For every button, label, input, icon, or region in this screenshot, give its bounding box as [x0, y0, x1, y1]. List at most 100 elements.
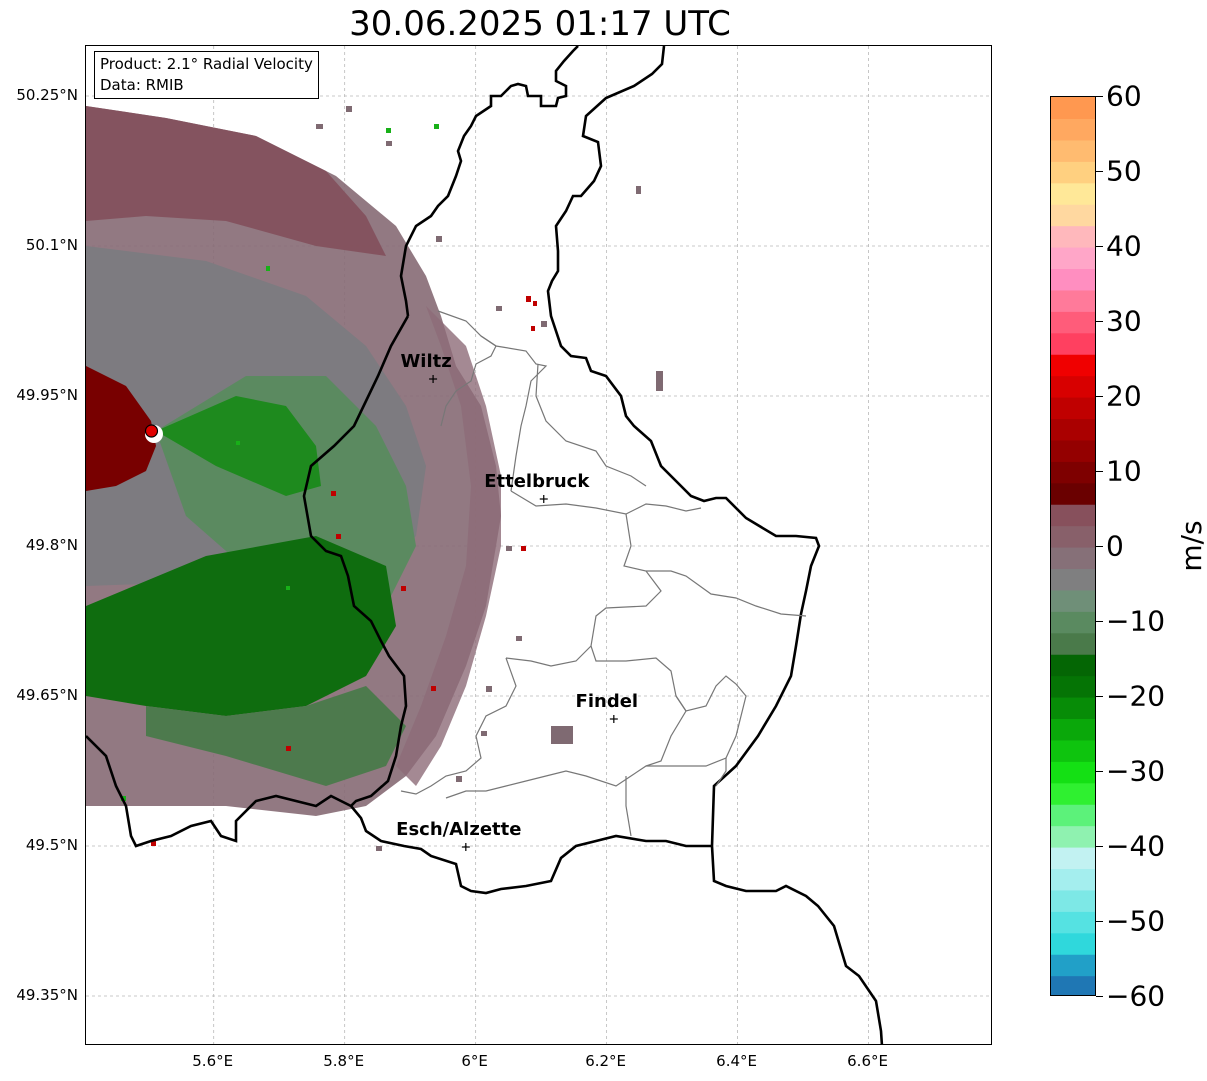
colorbar-tick-mark [1096, 246, 1103, 247]
colorbar-segment [1051, 611, 1095, 634]
city-label: Esch/Alzette [396, 819, 522, 840]
lat-tick-label: 50.25°N [16, 86, 78, 104]
radar-site-marker[interactable] [144, 424, 159, 438]
lon-tick-label: 6.4°E [716, 1052, 758, 1070]
canton-borders [400, 310, 807, 837]
colorbar-tick-mark [1096, 471, 1103, 472]
city-label: Findel [575, 691, 639, 712]
colorbar-segment [1051, 547, 1095, 570]
colorbar-tick-mark [1096, 546, 1103, 547]
colorbar-tick-mark [1096, 921, 1103, 922]
colorbar-segment [1051, 589, 1095, 612]
colorbar-segment [1051, 911, 1095, 934]
colorbar-segment [1051, 825, 1095, 848]
colorbar-segment [1051, 439, 1095, 462]
colorbar-tick-label: 10 [1106, 454, 1142, 488]
data-source-label: Data: RMIB [100, 76, 184, 94]
city-label: Ettelbruck [484, 471, 590, 492]
radar-map-canvas [86, 46, 991, 1044]
colorbar-tick-label: −40 [1106, 829, 1166, 863]
colorbar-unit-label: m/s [1175, 520, 1207, 572]
lat-tick-label: 50.1°N [25, 236, 78, 254]
colorbar-segment [1051, 354, 1095, 377]
colorbar-segment [1051, 954, 1095, 977]
colorbar-tick-label: 40 [1106, 229, 1142, 263]
colorbar-segment [1051, 847, 1095, 870]
colorbar-segment [1051, 782, 1095, 805]
colorbar-tick-label: 30 [1106, 304, 1142, 338]
colorbar-segment [1051, 739, 1095, 762]
colorbar-segment [1051, 182, 1095, 205]
echo-west-maroon [86, 366, 156, 491]
colorbar-tick-mark [1096, 321, 1103, 322]
colorbar-segment [1051, 804, 1095, 827]
colorbar-tick-label: 50 [1106, 154, 1142, 188]
velocity-colorbar [1050, 96, 1096, 996]
colorbar-segment [1051, 525, 1095, 548]
country-border-west [302, 315, 712, 895]
colorbar-tick-mark [1096, 396, 1103, 397]
colorbar-tick-mark [1096, 996, 1103, 997]
colorbar-segment [1051, 975, 1095, 995]
colorbar-tick-label: −50 [1106, 904, 1166, 938]
colorbar-gradient [1051, 97, 1095, 995]
colorbar-segment [1051, 482, 1095, 505]
colorbar-segment [1051, 139, 1095, 162]
colorbar-tick-mark [1096, 696, 1103, 697]
map-title: 30.06.2025 01:17 UTC [349, 4, 731, 44]
colorbar-segment [1051, 675, 1095, 698]
echo-south-green [86, 536, 396, 716]
colorbar-tick-mark [1096, 96, 1103, 97]
colorbar-segment [1051, 97, 1095, 120]
colorbar-tick-label: −10 [1106, 604, 1166, 638]
radar-map[interactable] [85, 45, 992, 1045]
colorbar-tick-label: −30 [1106, 754, 1166, 788]
lon-tick-label: 5.8°E [323, 1052, 365, 1070]
product-info-box: Product: 2.1° Radial Velocity Data: RMIB [94, 51, 319, 99]
colorbar-tick-label: 20 [1106, 379, 1142, 413]
colorbar-segment [1051, 504, 1095, 527]
colorbar-segment [1051, 868, 1095, 891]
colorbar-tick-mark [1096, 171, 1103, 172]
colorbar-segment [1051, 204, 1095, 227]
lat-tick-label: 49.65°N [16, 686, 78, 704]
colorbar-segment [1051, 889, 1095, 912]
colorbar-segment [1051, 289, 1095, 312]
lon-tick-label: 5.6°E [192, 1052, 234, 1070]
colorbar-segment [1051, 247, 1095, 270]
colorbar-segment [1051, 161, 1095, 184]
lon-tick-label: 6.2°E [585, 1052, 627, 1070]
colorbar-tick-label: 0 [1106, 529, 1124, 563]
lat-tick-label: 49.8°N [25, 536, 78, 554]
lat-tick-label: 49.5°N [25, 836, 78, 854]
colorbar-tick-mark [1096, 621, 1103, 622]
colorbar-segment [1051, 375, 1095, 398]
colorbar-segment [1051, 397, 1095, 420]
lat-tick-label: 49.95°N [16, 386, 78, 404]
colorbar-segment [1051, 418, 1095, 441]
colorbar-segment [1051, 654, 1095, 677]
radar-echo-field [86, 106, 663, 851]
colorbar-segment [1051, 697, 1095, 720]
city-label: Wiltz [400, 351, 452, 372]
city-markers [429, 375, 618, 851]
echo-ring-fringe [396, 306, 501, 786]
country-border-east [546, 46, 884, 1044]
colorbar-tick-label: −60 [1106, 979, 1166, 1013]
colorbar-tick-mark [1096, 771, 1103, 772]
colorbar-tick-label: 60 [1106, 79, 1142, 113]
colorbar-segment [1051, 568, 1095, 591]
colorbar-segment [1051, 311, 1095, 334]
echo-green-core [156, 396, 321, 496]
echo-north-maroon [86, 106, 386, 256]
lat-tick-label: 49.35°N [16, 986, 78, 1004]
colorbar-segment [1051, 632, 1095, 655]
country-border-north [399, 46, 579, 317]
colorbar-segment [1051, 118, 1095, 141]
colorbar-segment [1051, 932, 1095, 955]
lon-tick-label: 6.6°E [847, 1052, 888, 1070]
colorbar-segment [1051, 761, 1095, 784]
colorbar-segment [1051, 461, 1095, 484]
colorbar-segment [1051, 718, 1095, 741]
colorbar-segment [1051, 332, 1095, 355]
